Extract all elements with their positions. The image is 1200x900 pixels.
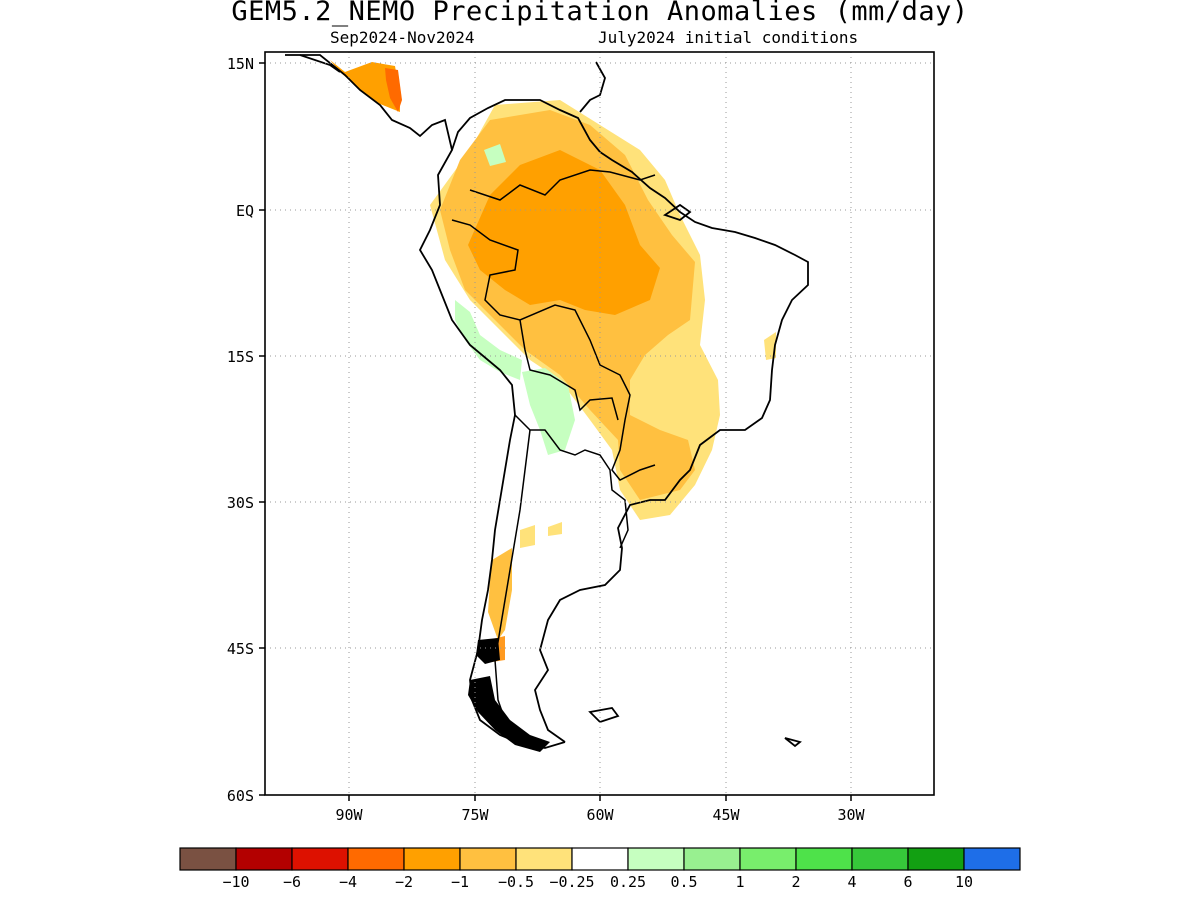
colorbar-swatch (235, 847, 293, 871)
colorbar-swatch (795, 847, 853, 871)
lat-label: 60S (227, 787, 254, 805)
colorbar-label: 2 (791, 873, 800, 891)
lat-label: 45S (227, 640, 254, 658)
wet-anomaly-bolivia (522, 368, 575, 455)
colorbar-swatch (571, 847, 629, 871)
colorbar: −10 −6 −4 −2 −1 −0.5 −0.25 0.25 0.5 1 2 4 6 10 (179, 847, 1021, 891)
colorbar-swatch (179, 847, 237, 871)
lat-label: 15S (227, 348, 254, 366)
lat-label: 15N (227, 55, 254, 73)
lon-label: 90W (335, 806, 363, 824)
colorbar-label: 0.25 (610, 873, 646, 891)
anomaly-region-strong (468, 150, 660, 315)
latitude-labels: 15N EQ 15S 30S 45S 60S (227, 55, 254, 805)
colorbar-swatch (907, 847, 965, 871)
colorbar-swatch (851, 847, 909, 871)
colorbar-swatch (403, 847, 461, 871)
longitude-labels: 90W 75W 60W 45W 30W (335, 806, 865, 824)
colorbar-swatch (515, 847, 573, 871)
wet-anomaly-andes (455, 300, 522, 380)
season-label: Sep2024-Nov2024 (330, 28, 475, 47)
lon-label: 30W (837, 806, 865, 824)
colorbar-swatch (739, 847, 797, 871)
chart-title: GEM5.2_NEMO Precipitation Anomalies (mm/… (231, 0, 969, 27)
colorbar-swatch (347, 847, 405, 871)
anomaly-region-argentina (520, 522, 562, 548)
lon-label: 75W (461, 806, 489, 824)
colorbar-swatch (683, 847, 741, 871)
lon-label: 60W (586, 806, 614, 824)
colorbar-label: −6 (283, 873, 301, 891)
southern-archipelago (468, 638, 550, 752)
anomaly-region-nicaragua (385, 68, 402, 112)
anomaly-region-chile (488, 548, 512, 640)
map-area (285, 54, 809, 752)
colorbar-label: 0.5 (670, 873, 697, 891)
colorbar-label: 6 (903, 873, 912, 891)
colorbar-swatch (291, 847, 349, 871)
wet-anomaly-colombia (484, 144, 506, 166)
colorbar-swatch (627, 847, 685, 871)
colorbar-label: −10 (222, 873, 249, 891)
colorbar-label: 1 (735, 873, 744, 891)
colorbar-label: −4 (339, 873, 357, 891)
colorbar-label: −1 (451, 873, 469, 891)
colorbar-label: 10 (955, 873, 973, 891)
lat-label: EQ (236, 202, 254, 220)
lat-label: 30S (227, 494, 254, 512)
tick-marks (259, 62, 852, 801)
anomaly-region-central-america (330, 60, 400, 112)
colorbar-swatch (963, 847, 1021, 871)
country-borders (451, 169, 656, 731)
colorbar-label: 4 (847, 873, 856, 891)
lon-label: 45W (712, 806, 740, 824)
colorbar-label: −0.25 (549, 873, 594, 891)
anomaly-region-coast (764, 332, 776, 360)
colorbar-label: −2 (395, 873, 413, 891)
colorbar-swatch (459, 847, 517, 871)
colorbar-label: −0.5 (498, 873, 534, 891)
initial-conditions-label: July2024 initial conditions (598, 28, 859, 47)
